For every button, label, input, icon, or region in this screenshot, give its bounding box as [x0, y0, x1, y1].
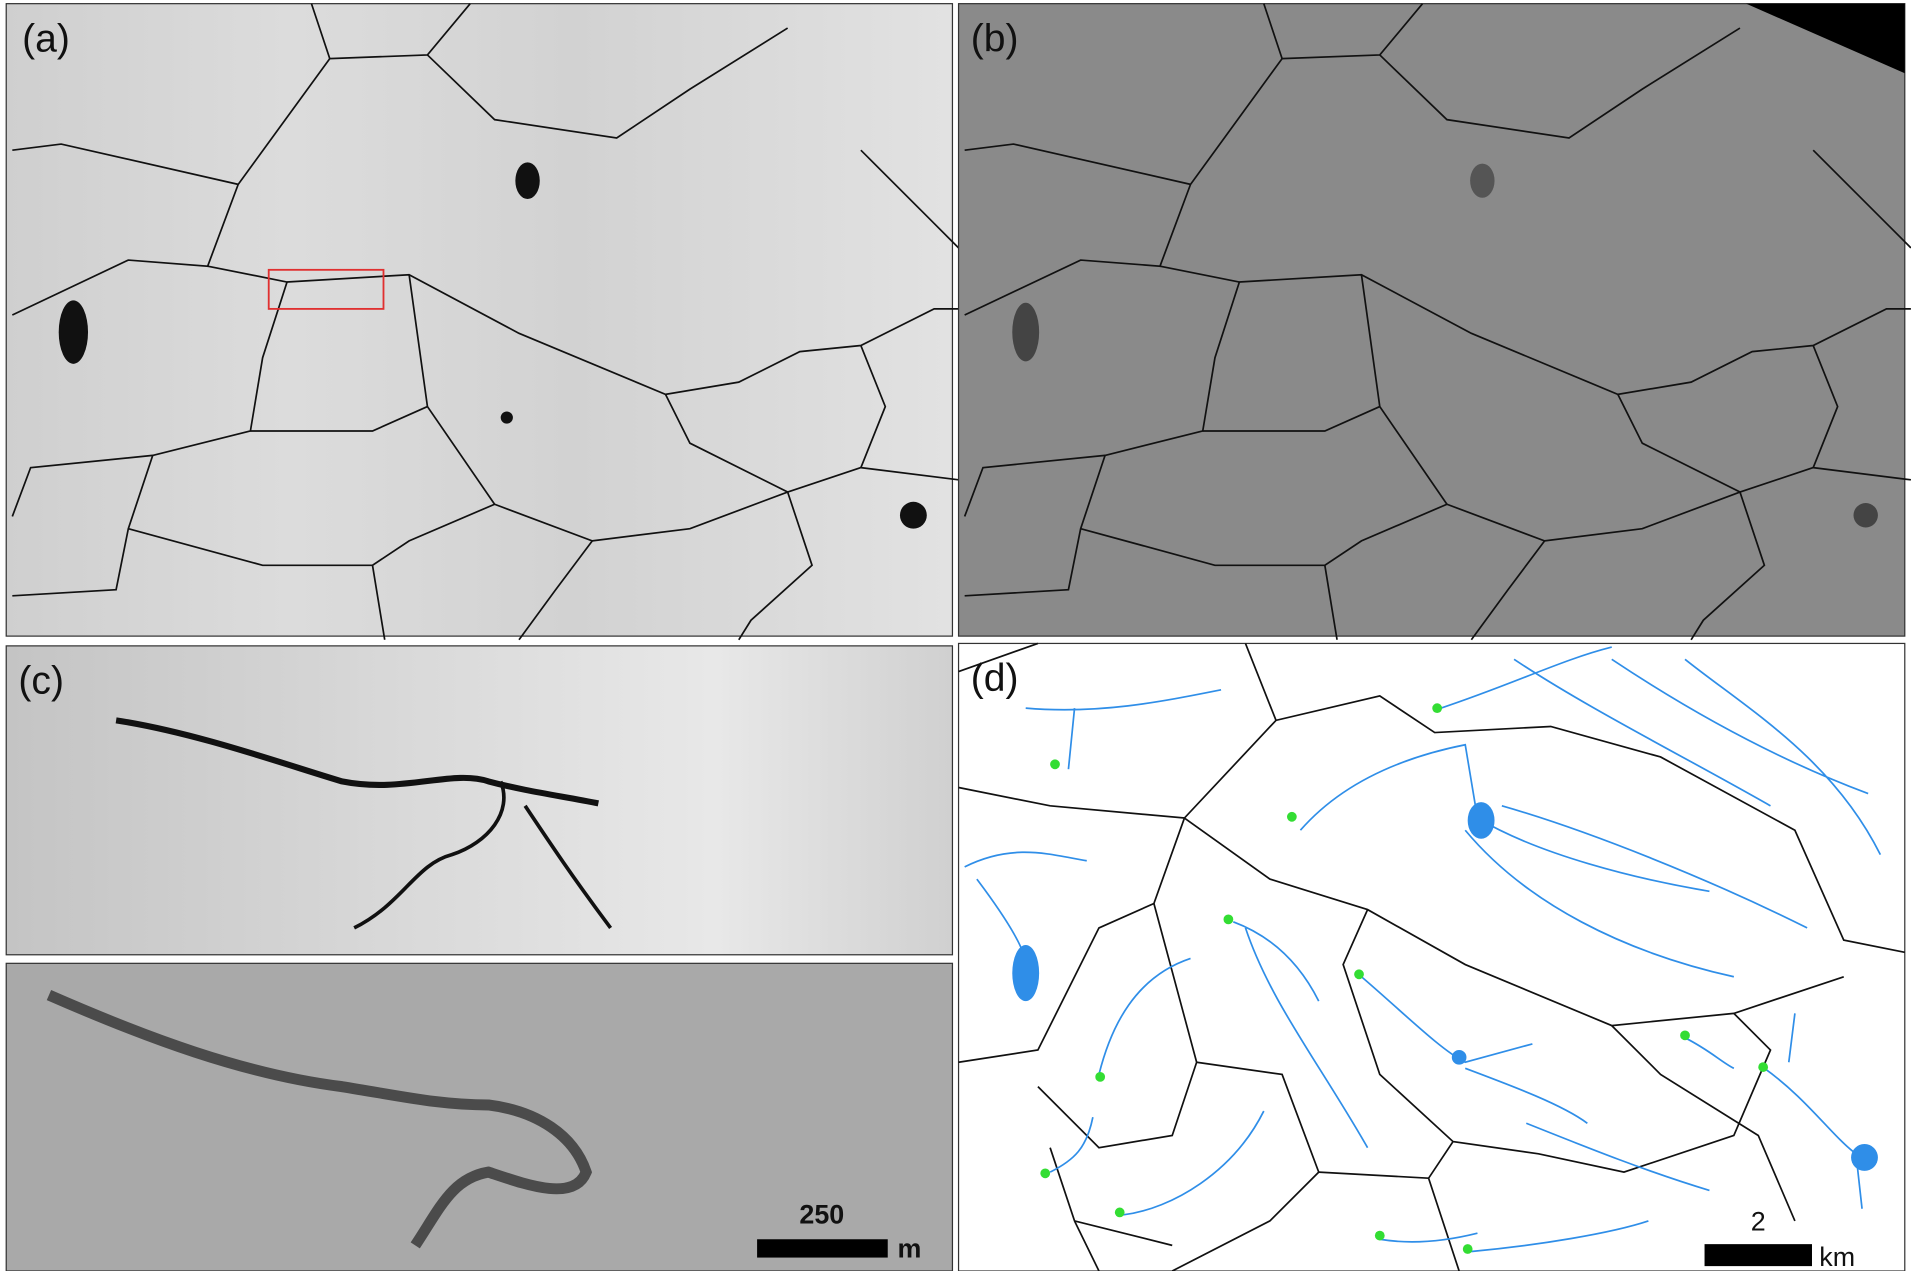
scale-value: 250 — [799, 1199, 844, 1229]
panel-b-image — [959, 4, 1905, 636]
panel-label: (c) — [18, 659, 64, 702]
mark — [1354, 969, 1364, 979]
mark — [1680, 1030, 1690, 1040]
scale-unit: km — [1819, 1242, 1855, 1271]
mark — [1115, 1208, 1125, 1218]
panel-d-map — [959, 643, 1905, 1271]
lake — [1468, 802, 1495, 839]
panel-c-top: (c) — [6, 646, 952, 955]
figure: (a) (b) (c) 250 m — [0, 0, 1911, 1271]
scale-bar — [1705, 1244, 1812, 1266]
lake — [1452, 1050, 1467, 1065]
lake — [59, 300, 88, 363]
panel-c-image — [6, 646, 952, 955]
page: (a) (b) (c) 250 m — [0, 0, 1911, 1271]
mark — [1463, 1244, 1473, 1254]
panel-label: (a) — [22, 17, 70, 60]
lake — [1851, 1144, 1878, 1171]
scale-bar — [757, 1239, 888, 1257]
mark — [1758, 1062, 1768, 1072]
lake — [900, 502, 927, 529]
lake — [1012, 945, 1039, 1001]
mark — [1432, 703, 1442, 713]
lake — [1854, 503, 1878, 527]
mark — [1095, 1072, 1105, 1082]
panel-b: (b) — [959, 4, 1911, 640]
mark — [1287, 812, 1297, 822]
mark — [1223, 914, 1233, 924]
panel-d: (d) 2 km — [959, 643, 1905, 1271]
scale-unit: m — [898, 1234, 922, 1264]
lake — [1470, 164, 1494, 198]
lake — [501, 411, 513, 423]
mark — [1050, 759, 1060, 769]
mark — [1375, 1231, 1385, 1241]
lake — [515, 162, 539, 199]
panel-a-image — [6, 4, 952, 636]
scale-value: 2 — [1751, 1207, 1766, 1237]
panel-label: (b) — [971, 17, 1019, 60]
lake — [1012, 303, 1039, 362]
panel-label: (d) — [971, 657, 1019, 700]
mark — [1040, 1168, 1050, 1178]
panel-c-bottom: 250 m — [6, 963, 952, 1271]
panel-a: (a) — [6, 4, 958, 640]
